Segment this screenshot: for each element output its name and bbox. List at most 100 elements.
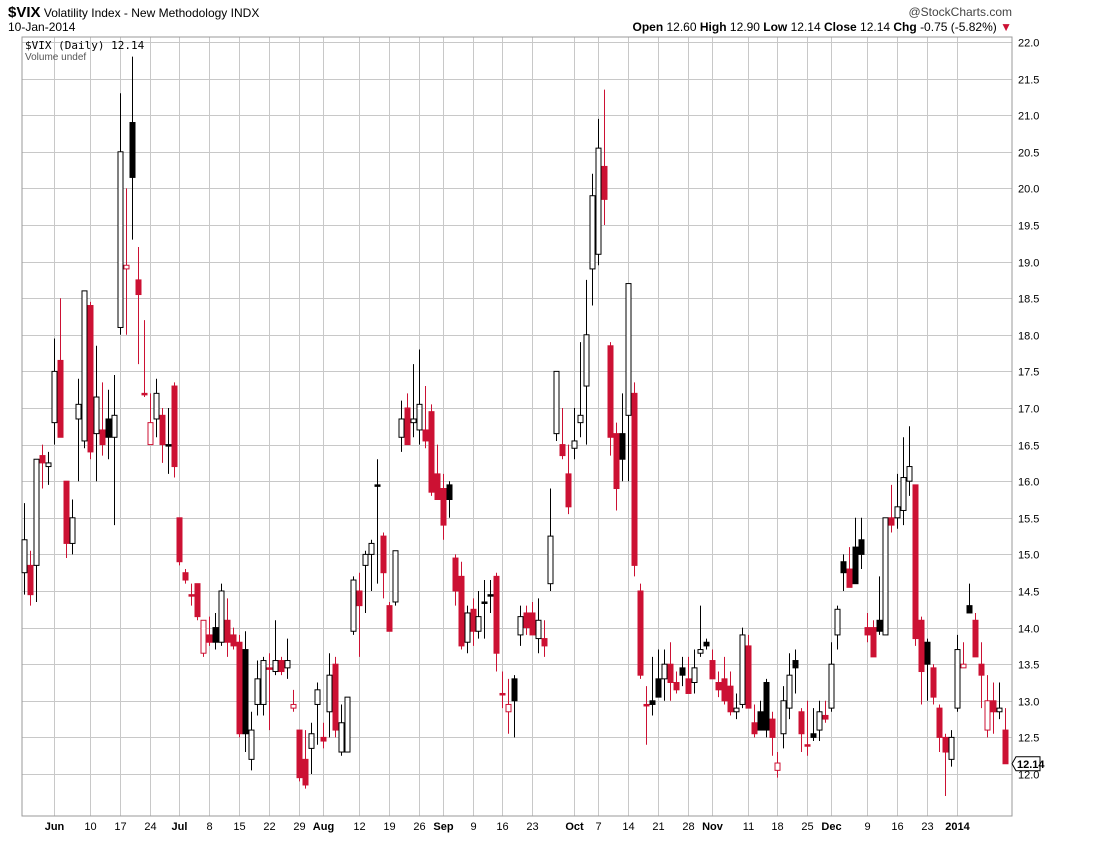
- x-tick-label: 2014: [945, 821, 970, 833]
- candle: [99, 382, 106, 456]
- candle-body: [667, 663, 674, 684]
- candle-body: [840, 561, 847, 574]
- candle: [111, 375, 118, 526]
- candle-body: [266, 667, 273, 670]
- candle-body: [236, 641, 243, 735]
- x-tick-label: Nov: [702, 821, 724, 833]
- candle: [739, 627, 746, 709]
- candle-body: [523, 612, 530, 629]
- x-axis: Jun 10 17 24 Jul 8 15 22 29 Aug 12 19 26 Sep 9 16 23 Oct 7…: [45, 821, 971, 833]
- last-price-value: 12.14: [1017, 759, 1045, 771]
- candle-body: [475, 616, 482, 632]
- y-tick-label: 16.0: [1018, 477, 1039, 489]
- legend-series: $VIX (Daily) 12.14: [25, 39, 145, 52]
- y-tick-label: 18.5: [1018, 294, 1039, 306]
- candle: [918, 616, 925, 705]
- candle-body: [751, 722, 758, 735]
- candle-body: [380, 535, 387, 574]
- candle: [153, 378, 160, 438]
- candle: [176, 517, 183, 566]
- candle: [589, 173, 596, 306]
- y-tick-label: 15.0: [1018, 550, 1039, 562]
- candle: [27, 550, 34, 606]
- candle: [601, 89, 608, 225]
- candle: [870, 620, 877, 658]
- candle-body: [326, 674, 333, 713]
- candle-body: [188, 594, 195, 597]
- candle: [308, 722, 315, 774]
- candle: [452, 554, 459, 606]
- candle-body: [876, 619, 883, 632]
- candle-body: [990, 700, 997, 713]
- candle: [63, 480, 70, 559]
- candle-body: [428, 411, 435, 493]
- candle: [338, 704, 345, 756]
- candle-body: [703, 641, 710, 647]
- candle-body: [458, 575, 465, 647]
- candle: [129, 56, 136, 240]
- candle-body: [57, 359, 64, 438]
- candle: [51, 338, 58, 445]
- candle: [763, 678, 770, 738]
- candle-body: [565, 473, 572, 508]
- candle: [254, 660, 261, 716]
- candle-body: [63, 480, 70, 544]
- candle: [517, 605, 524, 646]
- candle: [75, 378, 82, 482]
- candle: [900, 437, 907, 526]
- y-tick-label: 20.5: [1018, 148, 1039, 160]
- candle: [996, 682, 1003, 720]
- candle-body: [296, 729, 303, 779]
- candle-body: [858, 539, 865, 555]
- candle: [242, 631, 249, 753]
- x-tick-label: 28: [682, 821, 694, 833]
- candle: [212, 612, 219, 650]
- candle: [188, 583, 195, 606]
- candle: [972, 612, 979, 658]
- y-tick-label: 19.0: [1018, 258, 1039, 270]
- candle: [410, 364, 417, 438]
- candle-body: [153, 392, 160, 420]
- candle: [428, 404, 435, 496]
- candle: [858, 517, 865, 570]
- candle-body: [912, 484, 919, 640]
- candle: [33, 458, 40, 602]
- x-tick-label: Aug: [313, 821, 334, 833]
- candle: [422, 386, 429, 449]
- candle-body: [595, 147, 602, 255]
- candle: [619, 393, 626, 482]
- candle-body: [27, 564, 34, 596]
- candle-body: [834, 608, 841, 636]
- candle-body: [571, 440, 578, 449]
- candle-body: [218, 590, 225, 643]
- candle-body: [374, 484, 381, 487]
- candle: [894, 473, 901, 529]
- y-axis: 12.0 12.5 13.0 13.5 14.0 14.5 15.0 15.5 16.0 16.5…: [1018, 38, 1039, 782]
- candle: [840, 554, 847, 591]
- candle-body: [589, 195, 596, 270]
- candle-body: [745, 645, 752, 709]
- candle-body: [511, 678, 518, 702]
- candle-body: [33, 458, 40, 566]
- candle: [416, 349, 423, 445]
- candle: [882, 517, 889, 636]
- y-tick-label: 17.0: [1018, 404, 1039, 416]
- x-tick-label: 9: [470, 821, 476, 833]
- candle: [147, 393, 154, 446]
- x-tick-label: 8: [206, 821, 212, 833]
- candle-body: [39, 455, 46, 464]
- candle-body: [69, 517, 76, 544]
- candle-body: [697, 649, 704, 654]
- candle-body: [141, 392, 148, 396]
- candles: [21, 56, 1009, 796]
- candle: [326, 653, 333, 738]
- candle: [1002, 708, 1009, 765]
- y-tick-label: 21.5: [1018, 75, 1039, 87]
- candle-body: [882, 517, 889, 636]
- source-credit: @StockCharts.com: [908, 5, 1012, 19]
- y-tick-label: 22.0: [1018, 38, 1039, 50]
- candle: [697, 605, 704, 657]
- y-tick-label: 14.0: [1018, 624, 1039, 636]
- candle: [816, 700, 823, 742]
- candle-body: [643, 703, 650, 707]
